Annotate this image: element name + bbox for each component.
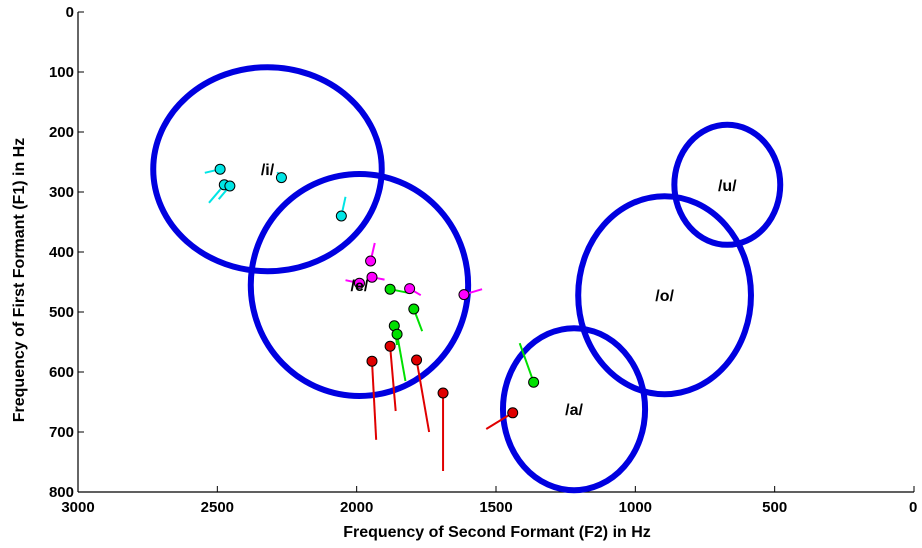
x-axis-label: Frequency of Second Formant (F2) in Hz [343,524,651,541]
formant-point [391,328,403,340]
formant-point [384,283,396,295]
formant-point [335,210,347,222]
vowel-region-ellipse [499,325,649,494]
vowel-region-ellipse [671,121,784,248]
vowel-region-ellipse [575,193,754,398]
vowel-label: /a/ [565,402,583,419]
x-tick-label: 0 [909,499,917,516]
formant-point [404,283,416,295]
y-tick-label: 400 [49,244,74,261]
x-tick-label: 3000 [61,499,94,516]
x-tick-label: 1500 [479,499,512,516]
y-tick-label: 800 [49,484,74,501]
y-tick-label: 600 [49,364,74,381]
formant-trail [415,359,431,433]
vowel-labels: /i/ /e/ /a/ /o/ /u/ [261,162,737,419]
y-tick-label: 0 [66,4,74,21]
plot-axes: 3000 2500 2000 1500 1000 500 0 0 100 200 300 400 500… [49,4,917,516]
formant-point [384,340,396,352]
y-tick-label: 300 [49,184,74,201]
y-tick-label: 100 [49,64,74,81]
y-tick-label: 200 [49,124,74,141]
formant-point [365,255,377,267]
x-tick-label: 2000 [340,499,373,516]
vowel-regions [150,64,784,494]
formant-point [528,376,540,388]
y-tick-label: 700 [49,424,74,441]
vowel-label: /e/ [351,278,369,295]
formant-trail [518,342,535,383]
formant-point [437,387,449,399]
formant-point [366,355,378,367]
y-tick-label: 500 [49,304,74,321]
formant-point [411,354,423,366]
formant-point [408,303,420,315]
vowel-label: /i/ [261,162,275,179]
formant-trail [389,346,397,412]
formant-point [353,277,365,289]
vowel-region-ellipse [247,171,472,399]
formant-trail [370,361,378,440]
formant-point [366,271,378,283]
formant-trail [396,334,407,382]
x-tick-label: 2500 [201,499,234,516]
vowel-label: /o/ [655,288,674,305]
formant-points [214,163,540,419]
formant-point [224,180,236,192]
x-tick-label: 500 [762,499,787,516]
x-tick-label: 1000 [619,499,652,516]
formant-point [214,163,226,175]
vowel-label: /u/ [718,178,737,195]
formant-point [458,289,470,301]
formant-point [275,172,287,184]
vowel-region-ellipse [150,64,385,275]
y-axis-label: Frequency of First Formant (F1) in Hz [11,138,28,422]
formant-point [507,407,519,419]
